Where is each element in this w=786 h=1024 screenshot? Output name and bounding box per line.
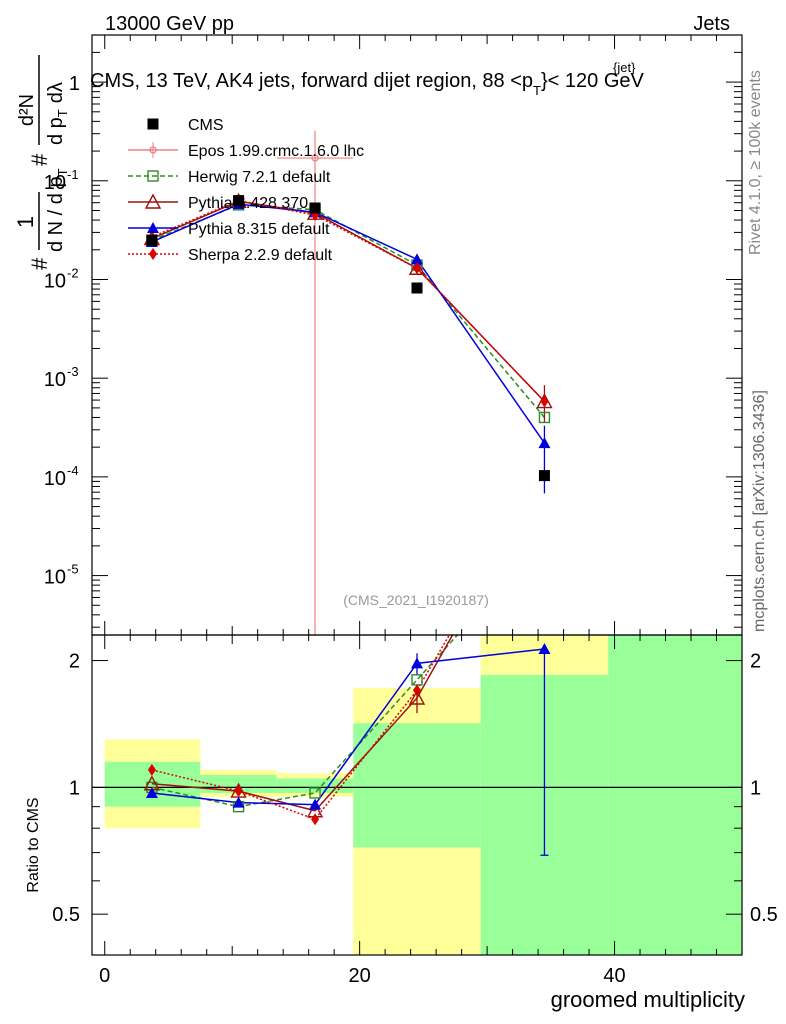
ylabel-den: d N / d p [45,176,67,252]
ratio-3-point-2 [309,798,322,810]
uy-tick-label-1: 10 [44,468,66,490]
ratio-4-point-2 [311,813,320,826]
uy-tick-label-3: 10 [44,270,66,292]
ly-tick-label-right-0: 0.5 [750,904,778,926]
band-green-3 [353,723,481,848]
cms-point-2 [309,202,321,214]
ratio-4-point-0 [147,763,156,776]
ratio-4-point-1 [234,785,243,798]
watermark: (CMS_2021_I1920187) [343,592,489,608]
ratio-3-point-3 [411,657,423,669]
legend-marker-4 [147,222,159,233]
ly-tick-label-1: 1 [69,777,80,799]
upper-series [143,130,553,635]
legend-label-2: Herwig 7.2.1 default [188,169,331,186]
ly-tick-label-right-2: 2 [750,651,761,673]
svg-text:CMS, 13 TeV, AK4 jets, forward: CMS, 13 TeV, AK4 jets, forward dijet reg… [90,70,645,98]
ly-tick-label-2: 2 [69,651,80,673]
ylabel-hash: # [27,257,52,270]
x-axis-label: groomed multiplicity [551,987,745,1012]
series-line-4 [151,199,545,403]
title-sup: {jet} [613,60,636,75]
title-part-b: }< 120 GeV [541,70,645,92]
cms-point-1 [233,195,245,207]
ratio-line-1 [151,635,459,808]
uy-tick-label-0: 10 [44,567,66,589]
x-tick-label-40: 40 [603,965,625,987]
lower-series [143,635,551,856]
ratio-3-point-1 [232,796,245,808]
uy-tick-label-exp-4: -1 [67,167,79,182]
ylabel-num: 1 [13,216,38,228]
series-1-point-4 [538,411,551,424]
ratio-2-point-3 [408,689,426,705]
band-green-5 [608,635,742,955]
ratio-4-point-3 [413,684,421,697]
legend-label-3: Pythia 6.428 370 [188,195,308,212]
uy-tick-label-5: 1 [69,73,80,95]
legend-label-0: CMS [188,117,224,134]
x-tick-label-20: 20 [349,965,371,987]
uy-tick-label-exp-0: -5 [67,562,79,577]
svg-text:d pTdλ: d pTdλ [45,82,70,145]
ylabel-frac2-num: d²N [16,94,38,126]
ylabel-frac2-den: d p [45,117,67,145]
legend-marker-3 [144,193,162,209]
series-line-3 [151,203,546,444]
uy-tick-label-4: 10 [44,172,66,194]
ratio-1-point-2 [309,787,321,799]
lower-y-label: Ratio to CMS [25,797,42,892]
legend-marker-2 [147,170,159,182]
x-tick-label-0: 0 [99,965,110,987]
ratio-3-point-4 [538,643,551,655]
ylabel-frac2-lambda: dλ [45,82,67,103]
cms-point-4 [538,470,550,482]
ylabel-hash2: # [27,153,52,166]
mcplots-label: mcplots.cern.ch [arXiv:1306.3436] [751,390,768,632]
legend-marker-5 [149,248,157,260]
series-3-point-4 [538,437,551,449]
rivet-label: Rivet 4.1.0, ≥ 100k events [747,70,764,255]
ly-tick-label-0: 0.5 [52,904,80,926]
legend-marker-0 [147,118,159,130]
series-4-point-3 [413,262,421,275]
ylabel-den-sub: T [55,168,70,176]
legend-label-1: Epos 1.99.crmc.1.6.0 lhc [188,143,364,160]
ratio-line-2 [151,635,454,812]
uy-tick-label-exp-2: -3 [67,364,79,379]
series-3-point-3 [411,253,423,265]
ratio-3-point-0 [145,786,158,798]
upper-y-label: # 1 d N / d pT # d²N d pTdλ [13,55,70,270]
uy-tick-label-exp-1: -4 [67,463,79,478]
header-left: 13000 GeV pp [105,13,234,35]
lower-frame [91,634,743,956]
svg-text:d N / d pT: d N / d pT [45,168,70,252]
ly-tick-label-right-1: 1 [750,777,761,799]
uy-tick-label-2: 10 [44,369,66,391]
header-right: Jets [693,13,730,35]
series-4-point-4 [540,395,549,408]
title-part-a: CMS, 13 TeV, AK4 jets, forward dijet reg… [90,70,533,92]
cms-point-0 [146,234,158,246]
legend-label-4: Pythia 8.315 default [188,221,330,238]
uy-tick-label-exp-3: -2 [67,265,79,280]
legend-label-5: Sherpa 2.2.9 default [188,247,333,264]
ylabel-frac2-den-sub: T [55,109,70,117]
plot-title: CMS, 13 TeV, AK4 jets, forward dijet reg… [90,60,645,98]
title-sub: T [533,83,541,98]
cms-point-3 [411,282,423,294]
